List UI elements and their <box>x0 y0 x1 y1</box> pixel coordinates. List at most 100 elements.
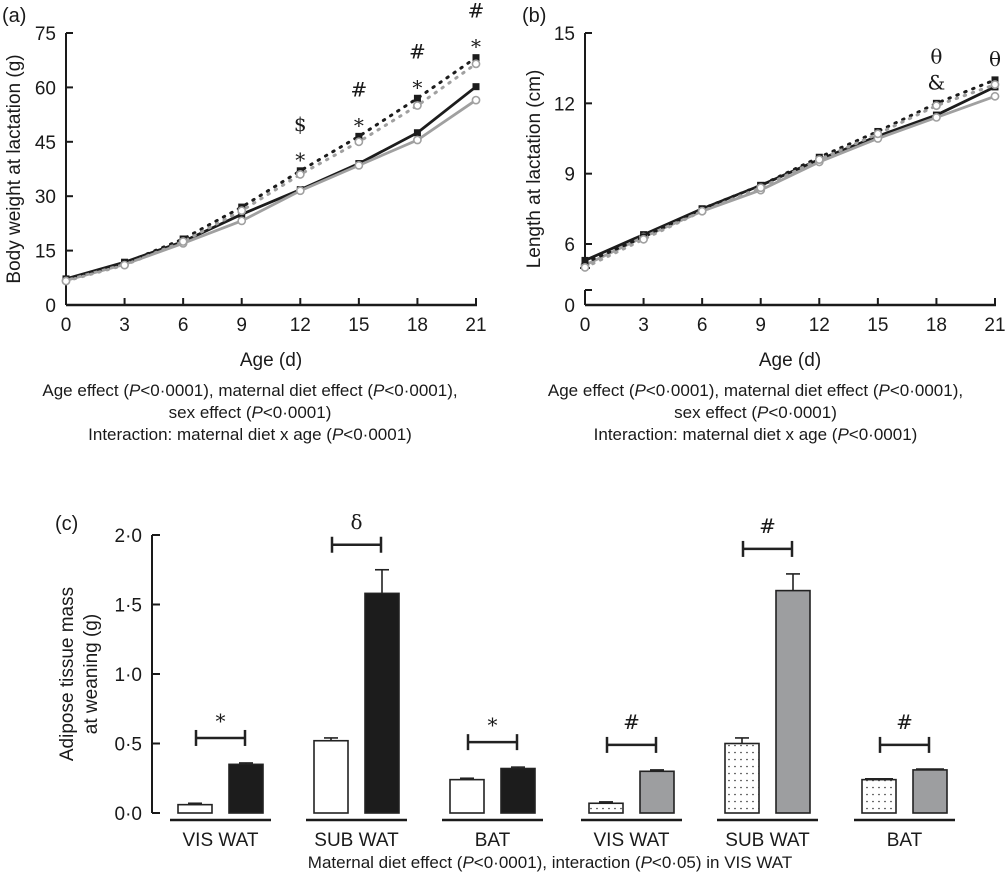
group-label: SUB WAT <box>314 830 399 851</box>
panel-label: (a) <box>2 5 26 27</box>
significance-marker: & <box>928 70 946 94</box>
x-tick-label: 18 <box>926 315 947 336</box>
significance-marker: * <box>488 713 498 737</box>
data-point-circle <box>295 186 305 196</box>
y-tick-label: 75 <box>35 24 56 45</box>
x-tick-label: 3 <box>119 315 130 336</box>
data-point-circle <box>413 101 422 110</box>
data-point-circle <box>471 59 481 69</box>
y-tick-label: 0·5 <box>115 735 142 756</box>
series-line-control-male <box>64 85 478 281</box>
group-label: VIS WAT <box>594 830 670 851</box>
y-axis-label-line-1: Adipose tissue mass <box>57 587 78 761</box>
x-tick-label: 12 <box>809 315 830 336</box>
panel-a-caption: Age effect (P<0·0001), maternal diet eff… <box>0 380 500 446</box>
y-tick-label: 0 <box>45 296 56 317</box>
data-point-square <box>581 259 589 267</box>
data-point-circle <box>354 137 364 147</box>
y-tick-label: 1·5 <box>115 596 142 617</box>
x-tick-label: 9 <box>236 315 247 336</box>
y-tick-label: 6 <box>564 235 575 256</box>
significance-marker: δ <box>350 510 362 534</box>
series-line-control-female <box>64 98 478 282</box>
data-point-circle <box>873 129 883 139</box>
bar <box>177 803 213 814</box>
data-point-circle <box>471 95 481 105</box>
bar <box>449 778 485 814</box>
y-axis-label: Body weight at lactation (g) <box>4 54 25 283</box>
y-tick-label: 12 <box>554 94 575 115</box>
data-point-square <box>355 132 363 140</box>
x-tick-label: 0 <box>61 315 72 336</box>
bar-group: VIS WAT # <box>581 710 682 851</box>
series-line-control-male <box>583 85 997 262</box>
x-tick-label: 3 <box>638 315 649 336</box>
y-tick-label: 30 <box>35 187 56 208</box>
bar-group: BAT * <box>442 713 543 851</box>
bar <box>639 770 675 814</box>
y-tick-label: 1·0 <box>115 665 142 686</box>
significance-marker: * <box>412 75 422 99</box>
panel-a-caption-line-3: Interaction: maternal diet x age (P<0·00… <box>88 425 412 444</box>
data-point-circle <box>814 155 824 164</box>
data-point-circle <box>237 206 247 216</box>
y-tick-label: 0 <box>564 296 575 317</box>
series-line-maternal-diet-female <box>64 62 478 283</box>
panel-c-caption-line-1: Maternal diet effect (P<0·0001), interac… <box>307 853 793 872</box>
data-point-circle <box>990 80 1000 89</box>
x-tick-label: 6 <box>178 315 189 336</box>
significance-marker: # <box>623 710 640 734</box>
y-tick-label: 15 <box>35 242 56 263</box>
x-tick-label: 12 <box>290 315 311 336</box>
bar <box>228 763 264 814</box>
significance-marker: * <box>471 35 481 59</box>
panel-a-chart: (a) 0 15 30 45 60 75 0 3 6 9 12 15 18 21 Age (d) Body we… <box>2 0 487 371</box>
bar <box>313 739 349 814</box>
y-axis-label: Length at lactation (cm) <box>524 70 545 269</box>
y-tick-label: 45 <box>35 133 56 154</box>
data-point-circle <box>580 263 590 272</box>
y-tick-label: 2·0 <box>115 526 142 547</box>
data-point-circle <box>639 234 648 244</box>
significance-marker: * <box>354 113 364 137</box>
bar-group: SUB WAT # <box>717 514 818 851</box>
bar-group: BAT # <box>854 710 955 851</box>
data-point-circle <box>932 101 941 111</box>
significance-marker: # <box>896 710 913 734</box>
significance-marker: # <box>409 39 426 63</box>
x-tick-label: 6 <box>697 315 708 336</box>
significance-marker: # <box>468 0 485 23</box>
panel-c-caption: Maternal diet effect (P<0·0001), interac… <box>150 852 950 874</box>
panel-b-caption-line-2: sex effect (P<0·0001) <box>674 403 837 422</box>
significance-marker: θ <box>930 44 942 68</box>
significance-marker: θ <box>989 47 1001 71</box>
x-tick-label: 9 <box>755 315 766 336</box>
significance-marker: # <box>350 77 367 101</box>
group-label: SUB WAT <box>725 830 810 851</box>
y-tick-label: 9 <box>564 165 575 186</box>
series-line-control-female <box>583 94 997 267</box>
bar <box>364 592 400 814</box>
group-label: BAT <box>475 830 511 851</box>
data-point-square <box>472 83 480 91</box>
x-tick-label: 15 <box>867 315 888 336</box>
data-point-circle <box>756 183 766 193</box>
y-tick-label: 0·0 <box>115 804 142 825</box>
x-tick-label: 0 <box>580 315 591 336</box>
data-point-square <box>413 129 421 137</box>
data-point-circle <box>354 160 364 170</box>
x-axis-label: Age (d) <box>240 350 302 371</box>
x-tick-label: 21 <box>984 315 1005 336</box>
group-label: VIS WAT <box>183 830 259 851</box>
bar <box>724 742 760 814</box>
significance-marker: * <box>216 709 226 733</box>
data-point-circle <box>178 237 188 246</box>
bar <box>912 769 948 814</box>
panel-label: (b) <box>522 5 546 27</box>
panel-b-chart: (b) 0 6 9 12 15 0 3 6 9 12 15 18 21 Age (d) Length at l… <box>522 5 1006 371</box>
panel-b-caption: Age effect (P<0·0001), maternal diet eff… <box>505 380 1006 446</box>
data-point-circle <box>990 91 1000 101</box>
data-point-circle <box>697 206 707 216</box>
y-axis-label-line-2: at weaning (g) <box>81 614 102 734</box>
